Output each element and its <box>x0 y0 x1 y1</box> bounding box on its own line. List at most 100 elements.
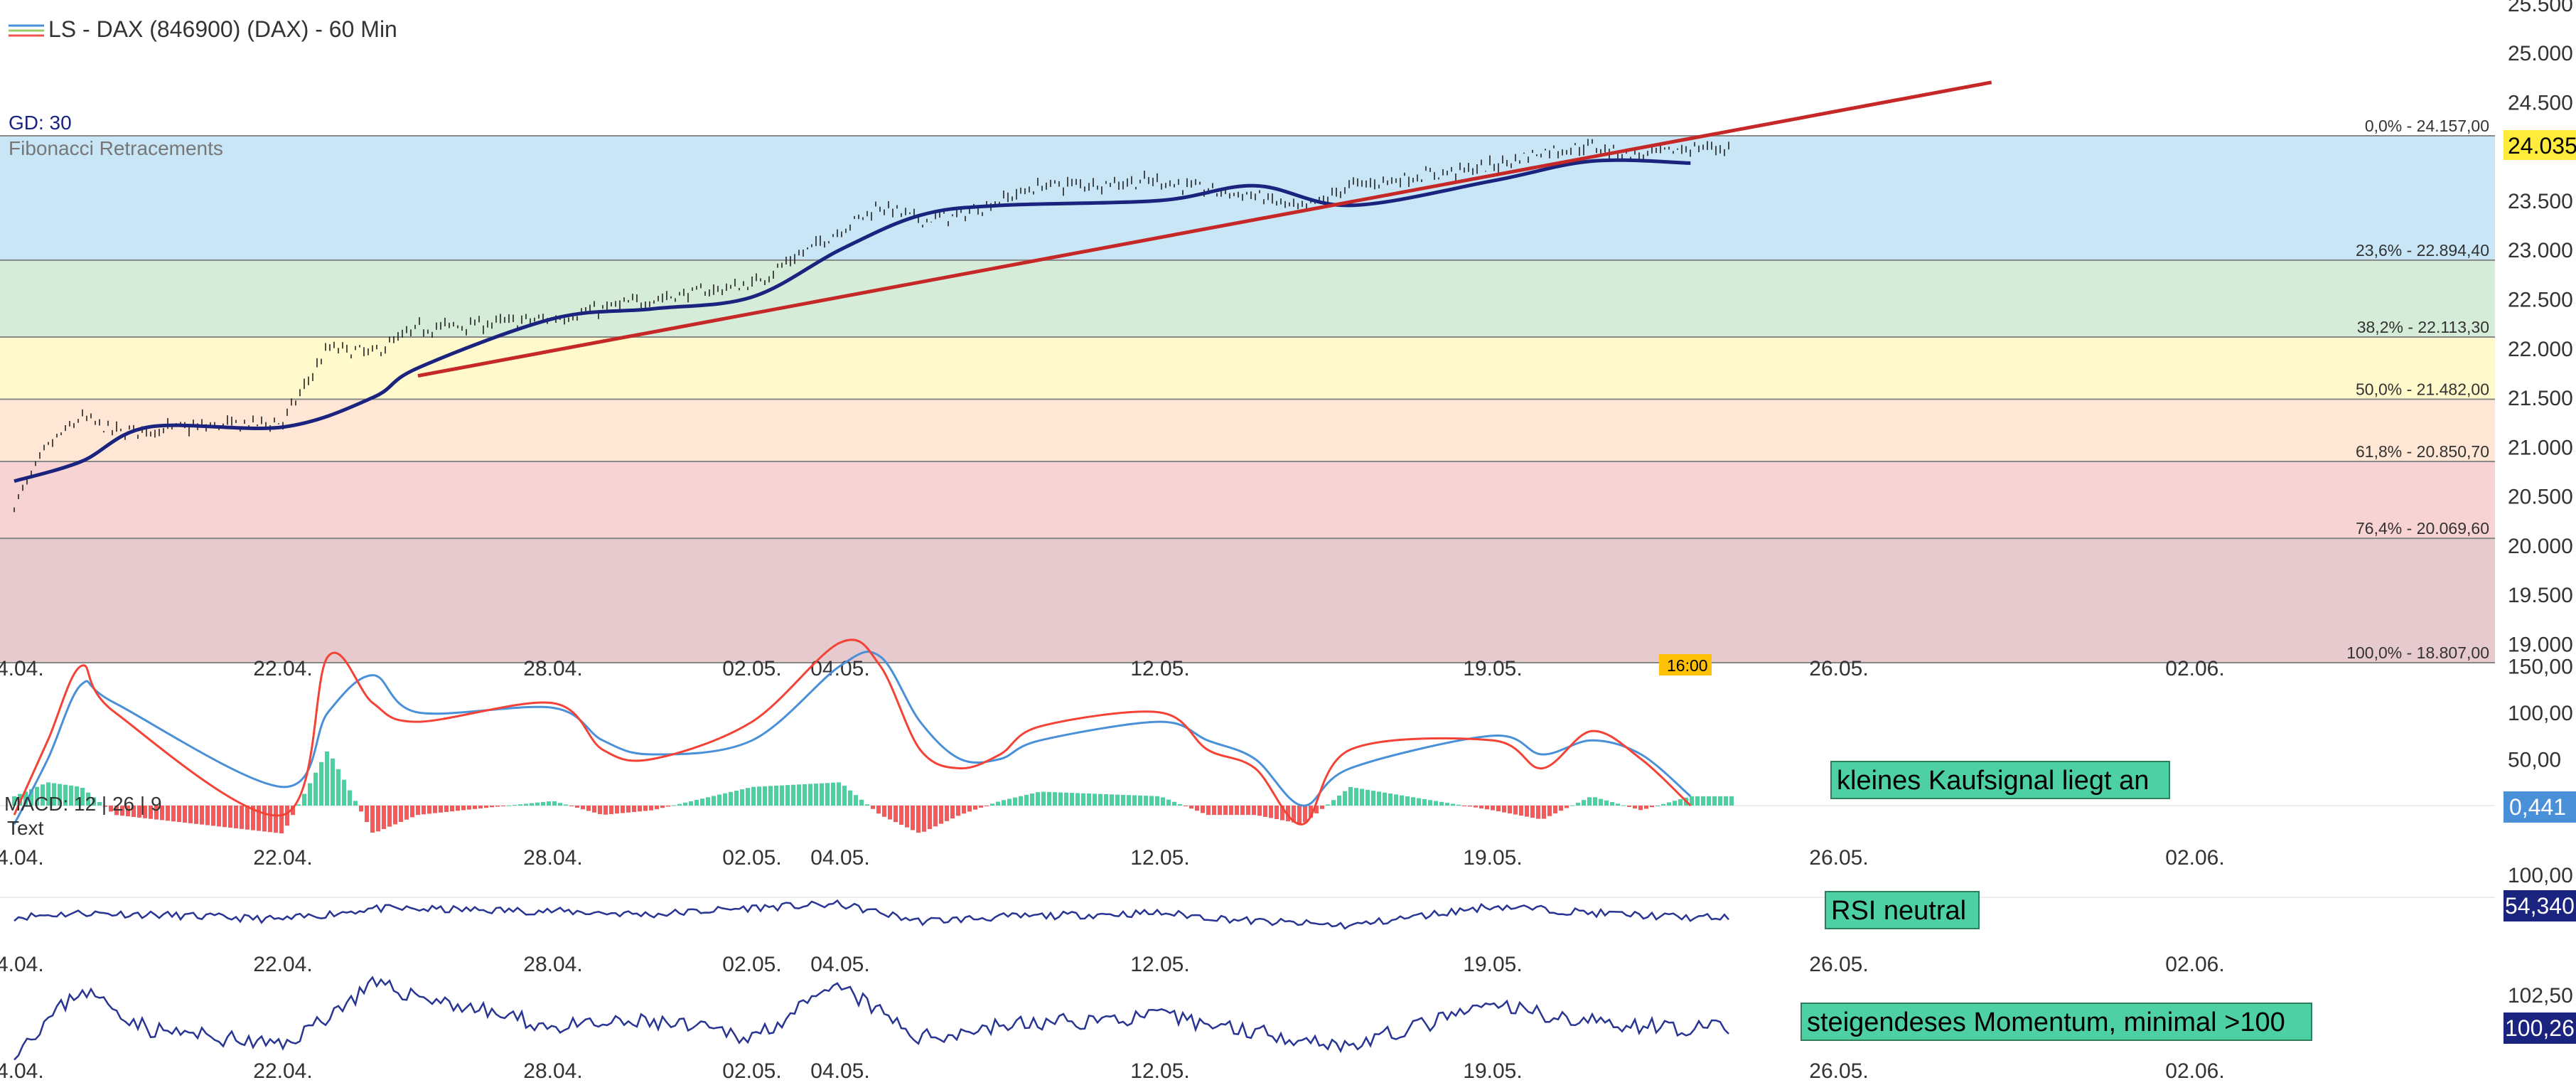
macd-histogram-bar <box>820 783 824 806</box>
macd-histogram-bar <box>1331 800 1336 806</box>
macd-histogram-bar <box>905 806 909 828</box>
macd-histogram-bar <box>1434 801 1438 806</box>
price-axis-tick: 20.500 <box>2508 486 2573 509</box>
macd-histogram-bar <box>1047 791 1051 806</box>
macd-histogram-bar <box>336 769 340 806</box>
macd-histogram-bar <box>23 791 28 806</box>
price-axis-tick: 24.500 <box>2508 91 2573 114</box>
macd-histogram-bar <box>461 806 466 811</box>
macd-histogram-bar <box>444 806 449 812</box>
macd-histogram-bar <box>450 806 454 812</box>
macd-histogram-bar <box>1559 806 1563 811</box>
macd-histogram-bar <box>1604 800 1609 806</box>
time-axis-tick: 26.05. <box>1809 1059 1868 1083</box>
macd-histogram-bar <box>1712 796 1717 806</box>
macd-histogram-bar <box>1439 801 1444 806</box>
time-axis-tick: 14.04. <box>0 657 44 680</box>
macd-histogram-bar <box>1115 794 1120 806</box>
macd-histogram-bar <box>126 806 130 817</box>
macd-axis-tick: 100,00 <box>2508 702 2573 725</box>
macd-histogram-bar <box>132 806 136 818</box>
momentum-line[interactable] <box>14 976 1729 1061</box>
macd-histogram-bar <box>1104 794 1108 806</box>
macd-histogram-bar <box>1587 797 1592 806</box>
macd-histogram-bar <box>353 801 358 806</box>
momentum-annotation[interactable]: steigendeses Momentum, minimal >100 <box>1800 1003 2312 1041</box>
macd-histogram-bar <box>848 790 852 806</box>
macd-histogram-bar <box>1513 806 1518 815</box>
macd-histogram-bar <box>1354 788 1358 806</box>
price-axis-tick: 21.000 <box>2508 436 2573 459</box>
rsi-annotation[interactable]: RSI neutral <box>1825 891 1980 929</box>
time-axis-tick: 02.06. <box>2165 846 2224 870</box>
macd-histogram-bar <box>257 806 261 831</box>
macd-histogram-bar <box>1002 800 1006 806</box>
macd-histogram-bar <box>518 804 522 806</box>
fibonacci-legend[interactable]: Fibonacci Retracements <box>9 137 223 159</box>
multi-line-chart-icon <box>9 24 44 37</box>
macd-histogram-bar <box>75 786 79 806</box>
macd-histogram-bar <box>217 806 221 827</box>
moving-average-line[interactable] <box>14 158 1691 483</box>
macd-histogram-bar <box>899 806 903 825</box>
macd-histogram-bar <box>706 797 710 806</box>
price-axis-tick: 22.500 <box>2508 289 2573 312</box>
macd-histogram-bar <box>1422 798 1427 806</box>
macd-histogram-bar <box>234 806 238 828</box>
macd-histogram-bar <box>694 800 699 806</box>
macd-histogram-bar <box>1127 795 1131 806</box>
fib-zone <box>0 260 2495 338</box>
macd-histogram-bar <box>979 806 983 808</box>
macd-histogram-bar <box>1064 792 1068 806</box>
macd-histogram-bar <box>1582 800 1586 806</box>
time-axis-tick: 26.05. <box>1809 846 1868 870</box>
macd-histogram-bar <box>626 806 630 813</box>
macd-signal-line[interactable] <box>13 651 1692 825</box>
price-axis-tick: 23.500 <box>2508 190 2573 213</box>
macd-histogram-bar <box>46 782 50 806</box>
macd-histogram-bar <box>1456 804 1461 806</box>
macd-histogram-bar <box>911 806 915 830</box>
macd-histogram-bar <box>1701 796 1705 806</box>
macd-histogram-bar <box>478 806 483 808</box>
macd-histogram-bar <box>325 751 329 806</box>
macd-histogram-bar <box>1519 806 1523 816</box>
time-axes: 14.04. 22.04. 28.04. 02.05. 04.05. 12.05. 19.0… <box>0 657 2225 1083</box>
macd-annotation[interactable]: kleines Kaufsignal liegt an <box>1830 761 2170 799</box>
macd-histogram-bar <box>1371 791 1375 806</box>
macd-histogram-bar <box>1132 795 1137 806</box>
macd-histogram-bar <box>1053 792 1057 806</box>
macd-histogram-bar <box>700 798 704 806</box>
macd-histogram-bar <box>535 802 540 806</box>
title-bar: LS - DAX (846900) (DAX) - 60 Min <box>9 16 397 42</box>
macd-histogram-bar <box>803 784 807 806</box>
macd-histogram-bar <box>1155 796 1159 806</box>
macd-histogram-bar <box>632 806 636 812</box>
macd-histogram-bar <box>586 806 591 811</box>
macd-histogram-bar <box>1041 791 1046 806</box>
macd-histogram-bar <box>382 806 386 829</box>
fib-zone <box>0 136 2495 260</box>
macd-histogram-bar <box>1383 792 1387 806</box>
macd-histogram-bar <box>1547 806 1552 816</box>
macd-histogram-bar <box>655 806 659 810</box>
macd-histogram-bar <box>1417 798 1421 806</box>
time-axis-tick: 04.05. <box>810 846 869 870</box>
macd-histogram-bar <box>1280 806 1284 821</box>
macd-histogram-bar <box>490 806 494 808</box>
current-price-marker <box>2503 130 2576 160</box>
trendline[interactable] <box>417 80 1992 378</box>
time-axis-tick: 22.04. <box>253 953 312 976</box>
macd-histogram-bar <box>1030 793 1034 806</box>
time-axis-tick: 14.04. <box>0 953 44 976</box>
moving-average-legend[interactable]: GD: 30 <box>9 112 72 134</box>
macd-histogram-bar <box>882 806 886 817</box>
macd-histogram-bar <box>842 786 847 806</box>
macd-histogram-bar <box>1673 801 1677 806</box>
macd-histogram-bar <box>1229 806 1233 816</box>
macd-histogram-bar <box>1678 798 1683 806</box>
rsi-line[interactable] <box>14 899 1729 930</box>
macd-line[interactable] <box>13 638 1692 825</box>
macd-legend[interactable]: MACD: 12 | 26 | 9 <box>4 793 162 815</box>
